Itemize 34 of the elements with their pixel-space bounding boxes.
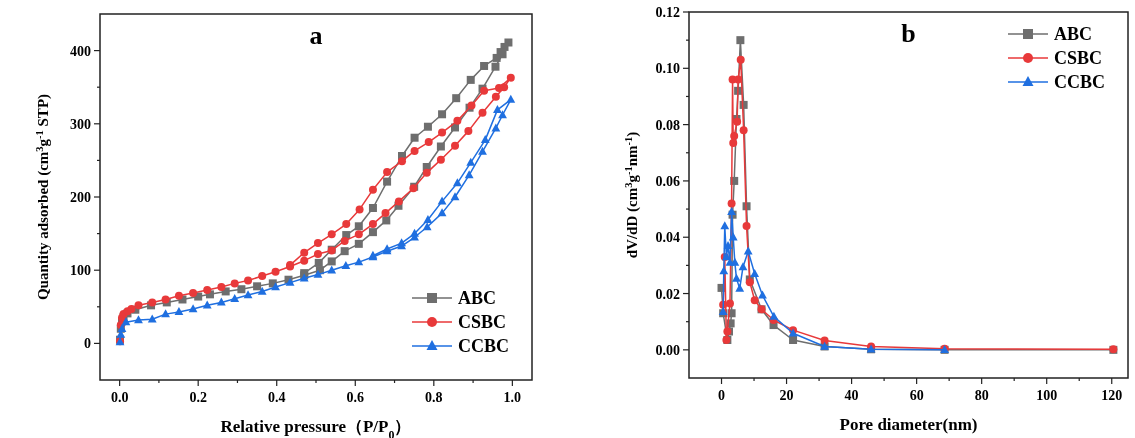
x-tick-label: 0.6 [346, 390, 365, 405]
x-tick-label: 0.2 [189, 390, 207, 405]
x-tick-label: 0.0 [110, 390, 129, 405]
x-tick-label: 0 [718, 388, 726, 403]
x-tick-label: 100 [1036, 388, 1058, 403]
y-tick-label: 200 [70, 190, 91, 205]
y-tick-label: 100 [70, 263, 91, 279]
x-tick-label: 120 [1101, 388, 1123, 403]
legend-label: CCBC [458, 336, 510, 356]
x-tick-label: 0.8 [425, 390, 443, 405]
y-tick-label: 0.12 [655, 5, 680, 20]
legend-label: CSBC [1054, 48, 1103, 68]
y-tick-label: 0.02 [655, 286, 680, 302]
y-tick-label: 0.00 [655, 342, 680, 358]
y-tick-label: 0.08 [655, 117, 680, 133]
x-tick-label: 40 [844, 388, 859, 403]
legend-label: ABC [1054, 24, 1093, 44]
x-tick-label: 0.4 [267, 390, 286, 405]
y-tick-label: 300 [70, 116, 91, 132]
chart-title: b [901, 19, 916, 48]
x-tick-label: 20 [779, 388, 794, 403]
y-tick-label: 0.06 [655, 173, 680, 189]
y-tick-label: 400 [70, 43, 91, 59]
y-tick-label: 0.10 [655, 61, 680, 77]
legend-label: ABC [458, 288, 497, 308]
chart-title: a [309, 21, 323, 50]
x-axis-title: Pore diameter(nm) [839, 415, 978, 434]
y-tick-label: 0 [84, 336, 91, 352]
y-tick-label: 0.04 [655, 230, 680, 246]
x-tick-label: 1.0 [503, 390, 522, 405]
legend-label: CCBC [1054, 72, 1106, 92]
x-tick-label: 60 [909, 388, 924, 403]
x-tick-label: 80 [974, 388, 989, 403]
legend-label: CSBC [458, 312, 507, 332]
